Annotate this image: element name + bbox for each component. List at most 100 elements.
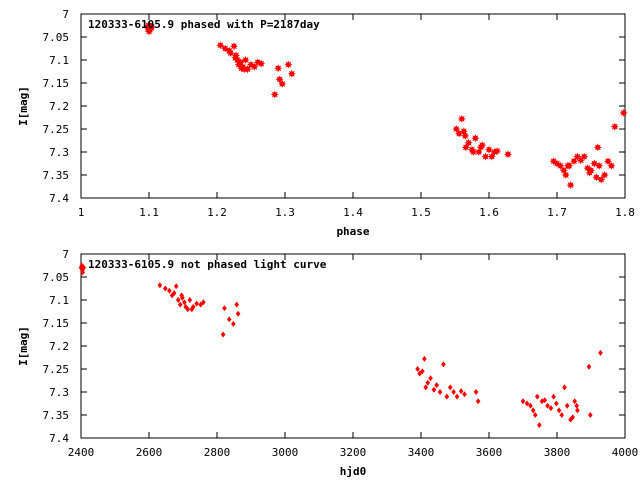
x-tick-label: 1.1 bbox=[139, 206, 159, 219]
data-point bbox=[220, 331, 226, 338]
y-tick-label: 7 bbox=[62, 8, 69, 21]
data-point bbox=[461, 131, 470, 140]
x-tick-label: 4000 bbox=[612, 446, 639, 459]
data-point bbox=[469, 148, 478, 156]
data-point bbox=[198, 301, 203, 308]
data-point bbox=[231, 53, 240, 62]
data-point bbox=[586, 363, 592, 370]
data-point bbox=[457, 114, 466, 123]
data-point bbox=[548, 405, 554, 412]
data-point bbox=[473, 389, 479, 395]
data-point bbox=[524, 400, 530, 407]
y-tick-label: 7.4 bbox=[49, 432, 69, 445]
x-tick-label: 1.7 bbox=[547, 206, 567, 219]
data-point bbox=[179, 292, 184, 299]
data-point bbox=[80, 269, 85, 276]
data-point bbox=[454, 393, 460, 400]
y-tick-label: 7.1 bbox=[49, 294, 69, 307]
data-point bbox=[572, 398, 577, 405]
x-tick-label: 2600 bbox=[136, 446, 163, 459]
data-point bbox=[420, 368, 425, 375]
data-point bbox=[444, 393, 450, 400]
data-point bbox=[610, 122, 619, 131]
data-point bbox=[452, 125, 461, 133]
data-point bbox=[481, 152, 490, 161]
data-point bbox=[230, 42, 238, 51]
data-point bbox=[565, 161, 574, 170]
data-point bbox=[451, 389, 456, 395]
data-point bbox=[241, 56, 250, 64]
data-point bbox=[532, 412, 538, 418]
data-point bbox=[185, 306, 191, 313]
x-tick-label: 1.4 bbox=[343, 206, 363, 219]
data-point bbox=[216, 41, 225, 50]
data-point bbox=[556, 161, 565, 170]
data-point bbox=[534, 393, 540, 400]
y-tick-label: 7.2 bbox=[49, 100, 69, 113]
data-point bbox=[554, 400, 559, 407]
y-tick-label: 7.15 bbox=[43, 317, 70, 330]
data-point bbox=[542, 397, 548, 404]
data-point bbox=[595, 161, 604, 170]
data-point bbox=[564, 402, 570, 409]
data-point bbox=[194, 300, 199, 307]
data-point bbox=[493, 147, 502, 156]
data-point bbox=[530, 407, 536, 414]
data-point bbox=[464, 138, 473, 147]
data-point bbox=[169, 292, 175, 299]
data-point bbox=[593, 143, 602, 152]
data-point bbox=[559, 412, 565, 418]
data-point bbox=[157, 282, 163, 289]
data-point bbox=[570, 157, 578, 166]
data-point bbox=[556, 407, 562, 414]
y-tick-label: 7.25 bbox=[43, 363, 70, 376]
data-point bbox=[147, 22, 156, 31]
data-point bbox=[545, 402, 550, 409]
y-tick-label: 7.05 bbox=[43, 271, 70, 284]
y-tick-label: 7 bbox=[62, 248, 69, 261]
x-tick-label: 1.6 bbox=[479, 206, 499, 219]
x-tick-label: 3600 bbox=[476, 446, 503, 459]
x-tick-label: 1.3 bbox=[275, 206, 295, 219]
data-point bbox=[250, 62, 259, 71]
data-point bbox=[275, 75, 284, 84]
data-point bbox=[437, 389, 443, 395]
data-point bbox=[422, 355, 427, 362]
data-point bbox=[458, 388, 464, 395]
x-tick-label: 2800 bbox=[204, 446, 231, 459]
data-point bbox=[278, 79, 287, 88]
x-tick-label: 1.8 bbox=[615, 206, 635, 219]
x-tick-label: 1.5 bbox=[411, 206, 431, 219]
data-point bbox=[235, 310, 241, 317]
data-point bbox=[177, 301, 183, 308]
x-tick-label: 1.2 bbox=[207, 206, 227, 219]
x-tick-label: 3200 bbox=[340, 446, 367, 459]
data-point bbox=[284, 60, 293, 69]
data-point bbox=[461, 143, 470, 152]
data-point bbox=[585, 168, 594, 177]
plot-frame bbox=[80, 253, 626, 439]
data-point bbox=[182, 299, 187, 306]
data-point bbox=[575, 407, 580, 414]
y-tick-label: 7.35 bbox=[43, 409, 70, 422]
y-axis-label: I[mag] bbox=[17, 86, 30, 126]
data-point bbox=[607, 161, 616, 170]
data-point bbox=[145, 27, 153, 36]
chart-title: 120333-6105.9 phased with P=2187day bbox=[88, 18, 320, 31]
data-point bbox=[270, 90, 279, 99]
data-point bbox=[551, 393, 556, 400]
data-point bbox=[600, 171, 609, 179]
y-tick-label: 7.3 bbox=[49, 146, 69, 159]
data-point bbox=[163, 285, 168, 292]
data-point bbox=[447, 384, 453, 391]
y-tick-label: 7.05 bbox=[43, 31, 70, 44]
data-point bbox=[520, 398, 526, 405]
data-point bbox=[189, 306, 195, 313]
y-tick-label: 7.3 bbox=[49, 386, 69, 399]
y-tick-label: 7.15 bbox=[43, 77, 70, 90]
data-point bbox=[561, 171, 570, 179]
x-tick-label: 3800 bbox=[544, 446, 571, 459]
data-point bbox=[257, 59, 266, 68]
